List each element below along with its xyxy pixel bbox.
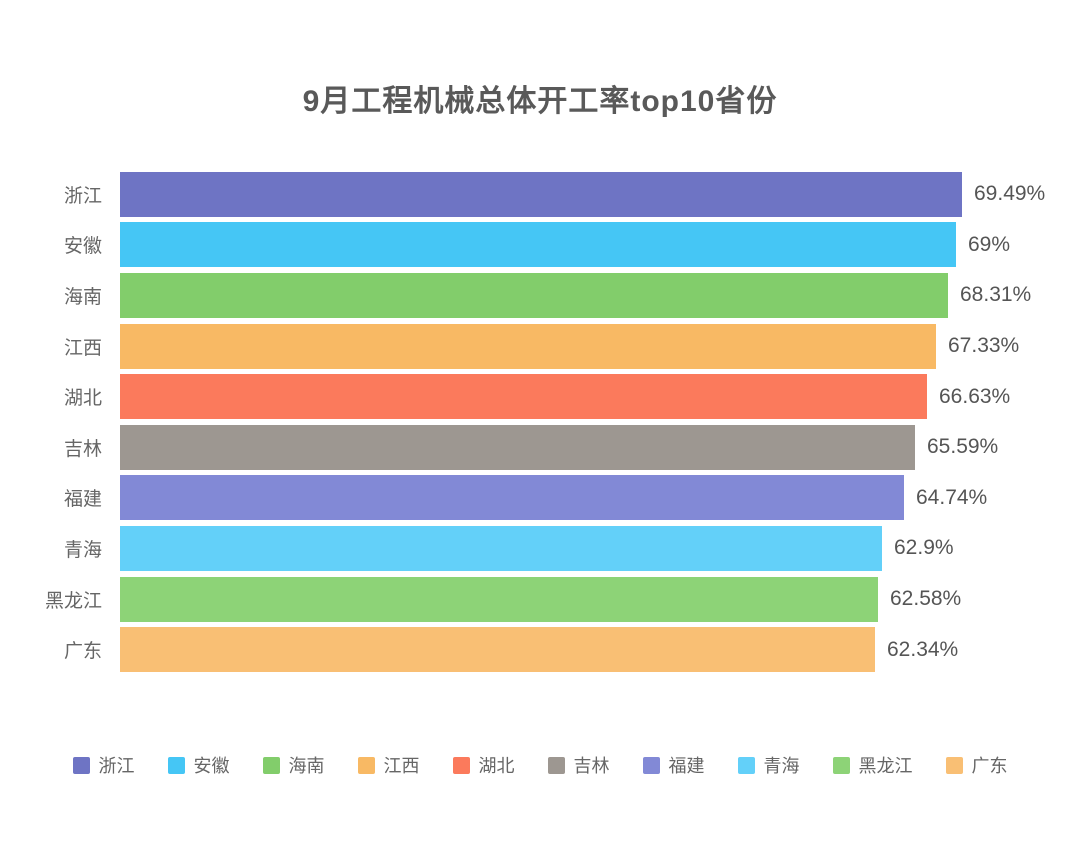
- legend-label: 安徽: [193, 756, 230, 776]
- legend-swatch-icon: [642, 756, 660, 774]
- legend-swatch-icon: [547, 756, 565, 774]
- value-label: 68.31%: [960, 283, 1032, 307]
- value-label: 65.59%: [927, 435, 999, 459]
- value-label: 69.49%: [974, 182, 1046, 206]
- legend-item[interactable]: 广东: [945, 752, 1008, 778]
- legend-label: 浙江: [98, 756, 135, 776]
- legend-swatch-icon: [832, 756, 850, 774]
- value-label: 62.9%: [894, 536, 954, 560]
- legend-label: 青海: [763, 756, 800, 776]
- category-label: 黑龙江: [44, 590, 102, 612]
- chart-title: 9月工程机械总体开工率top10省份: [302, 85, 778, 118]
- legend-swatch-icon: [737, 756, 755, 774]
- category-label: 福建: [63, 489, 102, 511]
- bar-row: 青海 62.9%: [0, 523, 1080, 574]
- bar[interactable]: [120, 272, 948, 318]
- category-label: 广东: [63, 641, 102, 663]
- legend-label: 黑龙江: [858, 756, 913, 776]
- plot-area: 浙江 69.49% 安徽 69% 海南 68.31% 江西 67.33% 湖北 66.63% 吉林 6…: [0, 169, 1080, 675]
- category-label: 湖北: [63, 388, 102, 410]
- legend-item[interactable]: 青海: [737, 752, 800, 778]
- category-label: 海南: [63, 286, 102, 308]
- value-label: 64.74%: [916, 485, 988, 509]
- category-label: 吉林: [63, 438, 102, 460]
- legend-item[interactable]: 吉林: [547, 752, 610, 778]
- category-label: 江西: [63, 337, 102, 359]
- legend-item[interactable]: 安徽: [167, 752, 230, 778]
- legend-item[interactable]: 黑龙江: [832, 752, 913, 778]
- category-label: 安徽: [63, 236, 102, 258]
- legend-swatch-icon: [452, 756, 470, 774]
- bar-row: 浙江 69.49%: [0, 169, 1080, 220]
- bar[interactable]: [120, 475, 904, 521]
- category-label: 青海: [63, 539, 102, 561]
- legend-item[interactable]: 江西: [357, 752, 420, 778]
- bar-row: 湖北 66.63%: [0, 371, 1080, 422]
- value-label: 62.58%: [890, 587, 962, 611]
- bar[interactable]: [120, 576, 878, 622]
- legend-swatch-icon: [72, 756, 90, 774]
- bar-row: 广东 62.34%: [0, 624, 1080, 675]
- legend-label: 江西: [383, 756, 420, 776]
- bar-row: 安徽 69%: [0, 220, 1080, 271]
- bar-row: 吉林 65.59%: [0, 422, 1080, 473]
- legend-item[interactable]: 浙江: [72, 752, 135, 778]
- value-label: 67.33%: [948, 334, 1020, 358]
- bar-row: 江西 67.33%: [0, 321, 1080, 372]
- legend-swatch-icon: [357, 756, 375, 774]
- legend-label: 湖北: [478, 756, 515, 776]
- legend-item[interactable]: 海南: [262, 752, 325, 778]
- value-label: 66.63%: [939, 384, 1011, 408]
- bar[interactable]: [120, 323, 936, 369]
- bar[interactable]: [120, 374, 927, 420]
- legend-swatch-icon: [262, 756, 280, 774]
- bar-row: 福建 64.74%: [0, 473, 1080, 524]
- bar-row: 黑龙江 62.58%: [0, 574, 1080, 625]
- bar[interactable]: [120, 525, 882, 571]
- value-label: 62.34%: [887, 637, 959, 661]
- legend-label: 海南: [288, 756, 325, 776]
- legend: 浙江 安徽 海南 江西 湖北 吉林 福建 青海 黑龙江 广东: [0, 752, 1080, 778]
- legend-swatch-icon: [945, 756, 963, 774]
- legend-item[interactable]: 福建: [642, 752, 705, 778]
- bar[interactable]: [120, 171, 962, 217]
- legend-item[interactable]: 湖北: [452, 752, 515, 778]
- legend-label: 福建: [668, 756, 705, 776]
- legend-swatch-icon: [167, 756, 185, 774]
- bar-row: 海南 68.31%: [0, 270, 1080, 321]
- legend-label: 广东: [971, 756, 1008, 776]
- legend-label: 吉林: [573, 756, 610, 776]
- bar[interactable]: [120, 222, 956, 268]
- category-label: 浙江: [63, 185, 102, 207]
- bar[interactable]: [120, 627, 875, 673]
- value-label: 69%: [968, 232, 1011, 256]
- bar[interactable]: [120, 424, 915, 470]
